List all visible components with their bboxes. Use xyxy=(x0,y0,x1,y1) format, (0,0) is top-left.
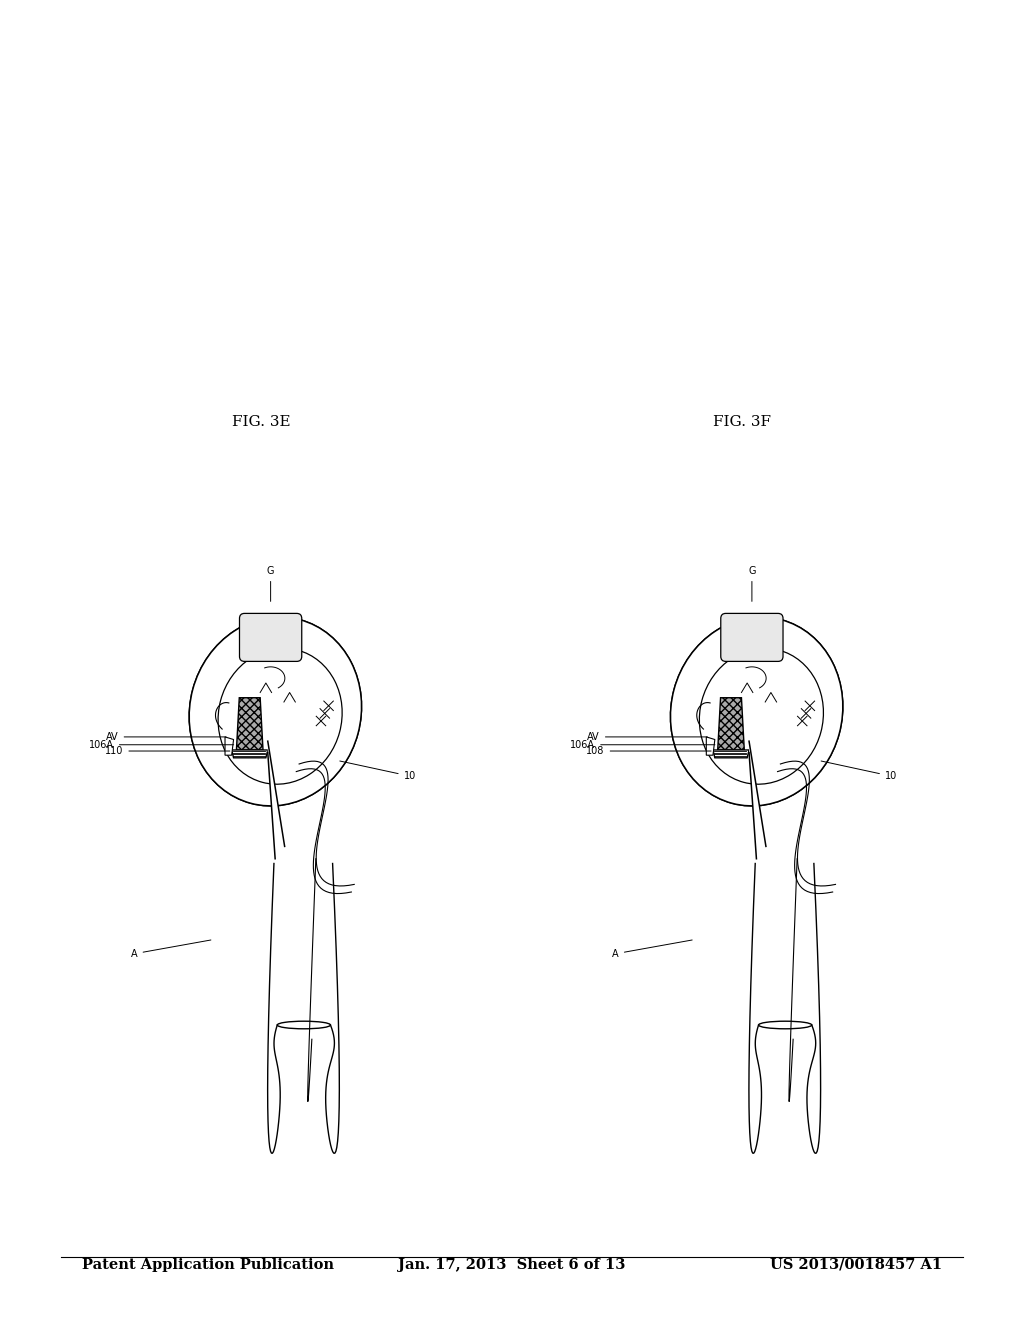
Text: 110: 110 xyxy=(105,746,229,756)
Text: FIG. 3E: FIG. 3E xyxy=(231,416,291,429)
Polygon shape xyxy=(237,698,263,750)
Ellipse shape xyxy=(699,648,823,784)
Ellipse shape xyxy=(218,648,342,784)
Text: Jan. 17, 2013  Sheet 6 of 13: Jan. 17, 2013 Sheet 6 of 13 xyxy=(398,1258,626,1271)
Polygon shape xyxy=(231,750,267,758)
Text: A: A xyxy=(612,940,692,958)
Text: A: A xyxy=(131,940,211,958)
Ellipse shape xyxy=(278,1022,331,1028)
Ellipse shape xyxy=(189,618,361,807)
Text: 106A: 106A xyxy=(570,739,715,750)
Text: FIG. 3F: FIG. 3F xyxy=(714,416,771,429)
Text: AV: AV xyxy=(106,731,226,742)
Text: 10: 10 xyxy=(340,762,416,781)
Text: 106A: 106A xyxy=(89,739,233,750)
Text: Patent Application Publication: Patent Application Publication xyxy=(82,1258,334,1271)
Text: AV: AV xyxy=(588,731,708,742)
Polygon shape xyxy=(713,750,749,758)
Polygon shape xyxy=(237,698,263,750)
FancyBboxPatch shape xyxy=(240,614,302,661)
Polygon shape xyxy=(707,737,715,755)
Text: 10: 10 xyxy=(821,762,897,781)
Text: G: G xyxy=(267,566,274,602)
Polygon shape xyxy=(718,698,744,750)
Text: G: G xyxy=(749,566,756,602)
Ellipse shape xyxy=(671,618,843,807)
Polygon shape xyxy=(749,742,766,859)
Polygon shape xyxy=(267,742,285,859)
Text: US 2013/0018457 A1: US 2013/0018457 A1 xyxy=(770,1258,942,1271)
FancyBboxPatch shape xyxy=(721,614,783,661)
Polygon shape xyxy=(225,737,233,755)
Ellipse shape xyxy=(759,1022,812,1028)
Polygon shape xyxy=(718,698,744,750)
Text: 108: 108 xyxy=(587,746,711,756)
